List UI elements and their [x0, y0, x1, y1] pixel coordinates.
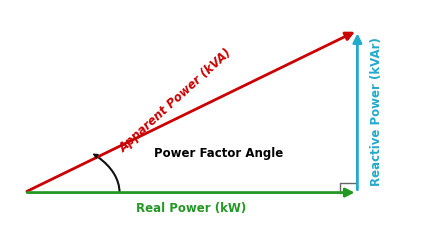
Text: Apparent Power (kVA): Apparent Power (kVA)	[117, 46, 235, 155]
Text: Real Power (kW): Real Power (kW)	[136, 202, 246, 215]
Text: Power Factor Angle: Power Factor Angle	[154, 147, 283, 160]
Text: Reactive Power (kVAr): Reactive Power (kVAr)	[371, 37, 383, 186]
